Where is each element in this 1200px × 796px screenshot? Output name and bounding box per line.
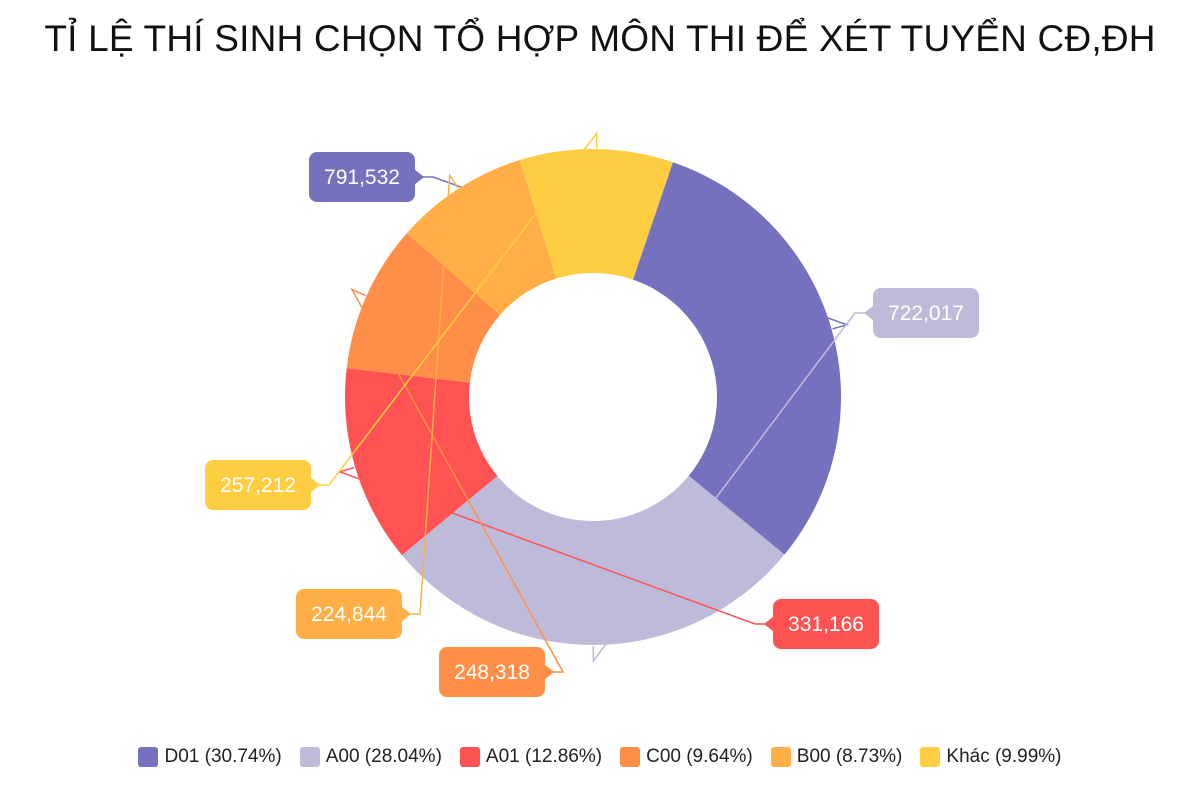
value-label-box-a00	[873, 288, 979, 338]
value-label-pointer-a00	[864, 305, 874, 321]
leader-line-a01	[337, 466, 765, 625]
slice-c00[interactable]	[346, 232, 500, 383]
value-label-box-c00	[439, 647, 545, 697]
leader-line-b00	[410, 172, 459, 615]
value-label-box-khác	[205, 460, 311, 510]
value-label-pointer-khác	[310, 477, 320, 493]
value-label-box-a01	[773, 599, 879, 649]
legend-label: B00 (8.73%)	[796, 746, 903, 767]
chart-title: TỈ LỆ THÍ SINH CHỌN TỔ HỢP MÔN THI ĐỂ XÉ…	[44, 18, 1156, 59]
value-label-d01: 791,532	[324, 166, 400, 189]
legend-item-a01[interactable]: A01 (12.86%)	[459, 746, 603, 768]
legend-swatch	[299, 747, 320, 767]
legend-item-khác[interactable]: Khác (9.99%)	[920, 746, 1062, 768]
legend-item-c00[interactable]: C00 (9.64%)	[620, 746, 753, 768]
value-label-pointer-b00	[401, 606, 411, 622]
legend-label: A01 (12.86%)	[485, 746, 603, 767]
slice-a00[interactable]	[401, 475, 785, 646]
legend-item-b00[interactable]: B00 (8.73%)	[770, 746, 903, 768]
legend-swatch	[459, 747, 480, 767]
legend-swatch	[770, 747, 791, 767]
value-label-khác: 257,212	[220, 474, 296, 497]
slice-b00[interactable]	[406, 160, 557, 315]
leader-line-a00	[592, 312, 865, 664]
legend-label: A00 (28.04%)	[325, 746, 442, 767]
value-label-pointer-a01	[764, 616, 774, 632]
value-label-box-d01	[309, 152, 415, 202]
value-label-a01: 331,166	[788, 613, 864, 636]
leader-line-c00	[350, 287, 565, 673]
value-label-pointer-c00	[544, 664, 554, 680]
legend: D01 (30.74%) A00 (28.04%) A01 (12.86%) C00 …	[0, 746, 1200, 768]
legend-item-d01[interactable]: D01 (30.74%)	[138, 746, 282, 768]
legend-label: D01 (30.74%)	[164, 746, 282, 767]
legend-label: Khác (9.99%)	[946, 746, 1062, 767]
legend-swatch	[138, 747, 159, 767]
legend-item-a00[interactable]: A00 (28.04%)	[299, 746, 442, 768]
value-label-b00: 224,844	[311, 603, 387, 626]
value-label-box-b00	[296, 589, 402, 639]
legend-swatch	[620, 747, 641, 767]
value-label-pointer-d01	[414, 169, 424, 185]
leader-line-khác	[319, 130, 598, 486]
value-label-c00: 248,318	[454, 661, 530, 684]
value-label-a00: 722,017	[888, 302, 964, 325]
legend-swatch	[920, 747, 941, 767]
slice-khác[interactable]	[519, 149, 673, 280]
legend-label: C00 (9.64%)	[646, 746, 753, 767]
slice-d01[interactable]	[632, 162, 841, 555]
